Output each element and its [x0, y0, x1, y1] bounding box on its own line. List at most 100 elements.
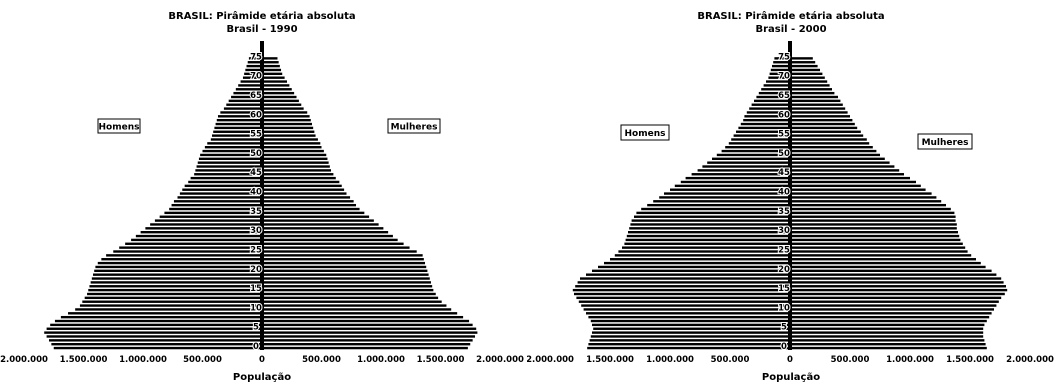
bar-mulheres [790, 84, 830, 87]
bar-homens [213, 130, 262, 133]
bar-mulheres [790, 203, 946, 207]
bar-homens [626, 234, 790, 238]
bar-mulheres [790, 292, 1005, 296]
chart-title: BRASIL: Pirâmide etária absoluta [697, 10, 884, 22]
bar-homens [169, 207, 262, 211]
bar-homens [670, 188, 790, 191]
bar-mulheres [262, 254, 423, 257]
x-tick-label: 1.500.000 [946, 355, 994, 365]
bar-homens [68, 312, 262, 315]
bar-homens [725, 146, 790, 149]
bar-homens [50, 323, 263, 327]
center-axis-line [788, 41, 792, 350]
mulheres-label-box: Mulheres [387, 118, 441, 134]
bar-homens [578, 300, 790, 303]
bar-homens [48, 339, 262, 342]
x-tick-label: 500.000 [183, 355, 222, 365]
bar-mulheres [790, 207, 951, 211]
bar-mulheres [790, 261, 981, 265]
bar-mulheres [790, 265, 986, 269]
bar-mulheres [262, 258, 424, 261]
bar-mulheres [262, 88, 292, 91]
bar-mulheres [262, 196, 351, 199]
bar-mulheres [262, 231, 389, 234]
bar-homens [691, 173, 790, 176]
bar-mulheres [262, 184, 342, 188]
bar-homens [140, 231, 262, 234]
bar-homens [629, 227, 790, 230]
bar-mulheres [262, 331, 478, 334]
bar-mulheres [262, 157, 328, 160]
bar-homens [226, 103, 262, 106]
bar-homens [247, 61, 262, 64]
bar-mulheres [790, 319, 987, 323]
bar-mulheres [262, 343, 471, 346]
bar-mulheres [262, 76, 285, 79]
bar-mulheres [262, 300, 442, 303]
bar-homens [106, 254, 262, 257]
bar-homens [583, 308, 790, 311]
pyramid-chart-2000: BRASIL: Pirâmide etária absoluta Brasil … [527, 0, 1059, 385]
bar-mulheres [790, 95, 838, 99]
bar-homens [89, 285, 262, 288]
x-tick-label: 500.000 [711, 355, 750, 365]
bar-mulheres [262, 335, 476, 338]
bar-mulheres [790, 343, 986, 346]
bar-mulheres [790, 118, 853, 122]
bar-homens [171, 203, 262, 207]
bar-mulheres [262, 138, 318, 141]
bar-homens [588, 315, 790, 319]
bar-mulheres [790, 111, 848, 114]
mulheres-label: Mulheres [922, 138, 969, 148]
mulheres-label-box: Mulheres [917, 133, 973, 150]
bar-mulheres [262, 265, 427, 269]
bar-homens [636, 211, 790, 215]
bar-mulheres [790, 223, 957, 226]
bar-homens [242, 76, 262, 79]
bar-mulheres [262, 173, 334, 176]
bar-mulheres [790, 91, 835, 95]
bar-homens [119, 246, 262, 249]
bar-mulheres [790, 273, 997, 276]
bar-mulheres [790, 288, 1008, 292]
bar-homens [194, 173, 262, 176]
bar-mulheres [262, 319, 470, 323]
bar-mulheres [790, 184, 921, 188]
homens-label-box: Homens [97, 118, 141, 134]
bar-mulheres [262, 64, 280, 68]
bar-homens [53, 346, 262, 350]
y-tick-label: 70 [778, 72, 790, 82]
bar-mulheres [262, 292, 436, 296]
bar-homens [589, 339, 790, 342]
bar-mulheres [262, 99, 299, 103]
bar-homens [574, 292, 790, 296]
age-labels: 0 5 10 15 20 25 30 35 40 45 50 55 60 65 70 75 [777, 51, 791, 353]
bar-mulheres [790, 72, 823, 76]
bar-mulheres [790, 76, 825, 79]
bar-homens [743, 118, 790, 122]
bar-mulheres [262, 130, 315, 133]
bar-mulheres [790, 146, 873, 149]
x-tick-labels: 2.000.000 1.500.000 1.000.000 500.000 0 500.0… [527, 355, 1054, 365]
bar-homens [634, 215, 790, 218]
bar-mulheres [790, 200, 942, 203]
y-tick-label: 55 [778, 130, 790, 140]
bar-mulheres [790, 211, 955, 215]
bar-homens [598, 265, 790, 269]
bar-mulheres [790, 130, 861, 133]
bar-mulheres [790, 308, 994, 311]
bar-homens [716, 153, 790, 157]
bar-mulheres [262, 211, 365, 215]
bar-homens [685, 176, 790, 180]
bar-mulheres [262, 57, 278, 60]
bar-homens [702, 165, 790, 168]
bar-mulheres [262, 111, 308, 114]
center-axis-line [260, 41, 264, 350]
bar-mulheres [262, 134, 316, 137]
bar-mulheres [262, 84, 290, 87]
bar-homens [228, 99, 262, 103]
homens-label: Homens [99, 123, 140, 133]
bar-mulheres [262, 285, 433, 288]
bar-mulheres [790, 80, 828, 83]
bar-mulheres [790, 238, 961, 242]
